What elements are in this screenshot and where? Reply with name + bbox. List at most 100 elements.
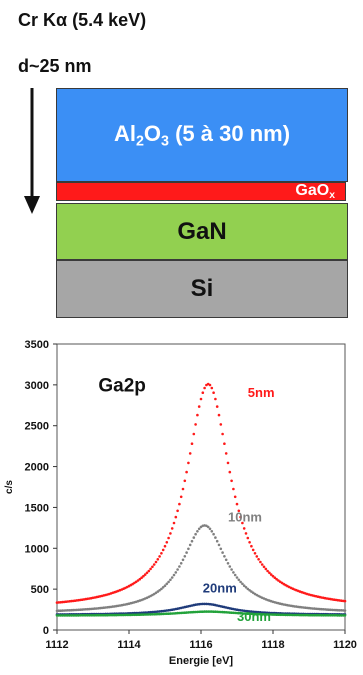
data-point	[264, 613, 268, 616]
data-point	[230, 479, 233, 483]
data-point	[210, 386, 214, 390]
data-point	[59, 614, 62, 617]
depth-label: d~25 nm	[18, 56, 92, 76]
data-point	[113, 613, 116, 617]
data-point	[338, 614, 341, 617]
data-point	[237, 578, 241, 582]
data-point	[136, 613, 140, 616]
x-tick-label: 1112	[45, 639, 68, 651]
x-tick-label: 1118	[261, 639, 284, 651]
data-point	[187, 461, 190, 465]
data-point	[219, 423, 223, 426]
data-point	[152, 563, 156, 566]
data-point	[66, 614, 70, 617]
data-point	[250, 544, 253, 548]
data-point	[228, 470, 232, 474]
data-point	[246, 536, 250, 540]
data-point	[156, 612, 160, 616]
data-point	[95, 613, 98, 617]
data-point	[165, 582, 169, 586]
data-point	[336, 614, 340, 617]
data-point	[192, 432, 196, 436]
x-tick-label: 1114	[117, 639, 141, 651]
data-point	[183, 555, 187, 558]
data-point	[327, 614, 331, 617]
data-point	[226, 461, 230, 465]
data-point	[75, 614, 79, 617]
data-point	[287, 613, 291, 617]
y-tick-label: 1500	[25, 502, 49, 514]
data-point	[309, 613, 313, 617]
data-point	[212, 391, 215, 394]
data-point	[161, 586, 165, 589]
data-point	[196, 413, 199, 417]
data-point	[158, 589, 161, 592]
data-point	[314, 613, 318, 617]
data-point	[298, 613, 302, 617]
data-point	[79, 614, 82, 617]
layer-gan: GaN	[56, 203, 348, 260]
data-point	[300, 613, 304, 617]
data-point	[244, 586, 248, 589]
data-point	[154, 560, 158, 564]
data-point	[293, 613, 296, 617]
data-point	[109, 613, 113, 617]
data-point	[264, 567, 268, 571]
data-point	[163, 584, 167, 587]
series-5nm	[55, 382, 347, 604]
data-point	[172, 521, 176, 525]
series-label-10nm: 10nm	[228, 509, 262, 524]
data-point	[275, 613, 278, 616]
data-point	[174, 571, 178, 574]
data-point	[206, 525, 210, 529]
data-point	[212, 610, 215, 613]
data-point	[302, 613, 305, 617]
data-point	[286, 613, 289, 617]
data-point	[170, 527, 174, 530]
y-tick-label: 0	[43, 625, 49, 637]
layer-si: Si	[56, 260, 348, 318]
data-point	[343, 614, 347, 617]
data-point	[98, 613, 102, 617]
data-point	[158, 555, 161, 558]
data-point	[73, 614, 77, 617]
data-point	[203, 602, 206, 606]
data-point	[246, 612, 250, 615]
data-point	[185, 551, 188, 554]
data-point	[332, 614, 336, 617]
data-point	[239, 580, 242, 584]
data-point	[64, 614, 68, 617]
data-point	[201, 391, 205, 394]
data-point	[142, 574, 145, 578]
data-point	[228, 565, 232, 568]
data-point	[89, 614, 93, 617]
y-axis-label: c/s	[4, 480, 15, 494]
data-point	[102, 613, 106, 617]
data-point	[237, 509, 241, 513]
data-point	[165, 612, 169, 615]
x-tick-label: 1116	[189, 639, 212, 651]
data-point	[176, 509, 179, 513]
data-point	[235, 502, 239, 506]
data-point	[66, 609, 70, 612]
data-point	[214, 397, 217, 401]
data-point	[241, 582, 244, 586]
data-point	[145, 571, 149, 575]
data-point	[68, 614, 71, 617]
data-point	[320, 614, 323, 617]
data-point	[131, 613, 134, 617]
data-point	[161, 548, 165, 552]
data-point	[205, 610, 208, 613]
data-point	[169, 532, 172, 535]
data-point	[194, 532, 197, 536]
data-point	[244, 532, 248, 535]
data-point	[190, 442, 194, 445]
data-point	[343, 599, 347, 603]
data-point	[156, 558, 160, 561]
depth-arrow-icon	[24, 88, 40, 214]
series-label-20nm: 20nm	[203, 580, 237, 595]
layer-si-label: Si	[190, 275, 214, 302]
series-label-30nm: 30nm	[237, 609, 271, 624]
chart-points	[55, 382, 347, 617]
